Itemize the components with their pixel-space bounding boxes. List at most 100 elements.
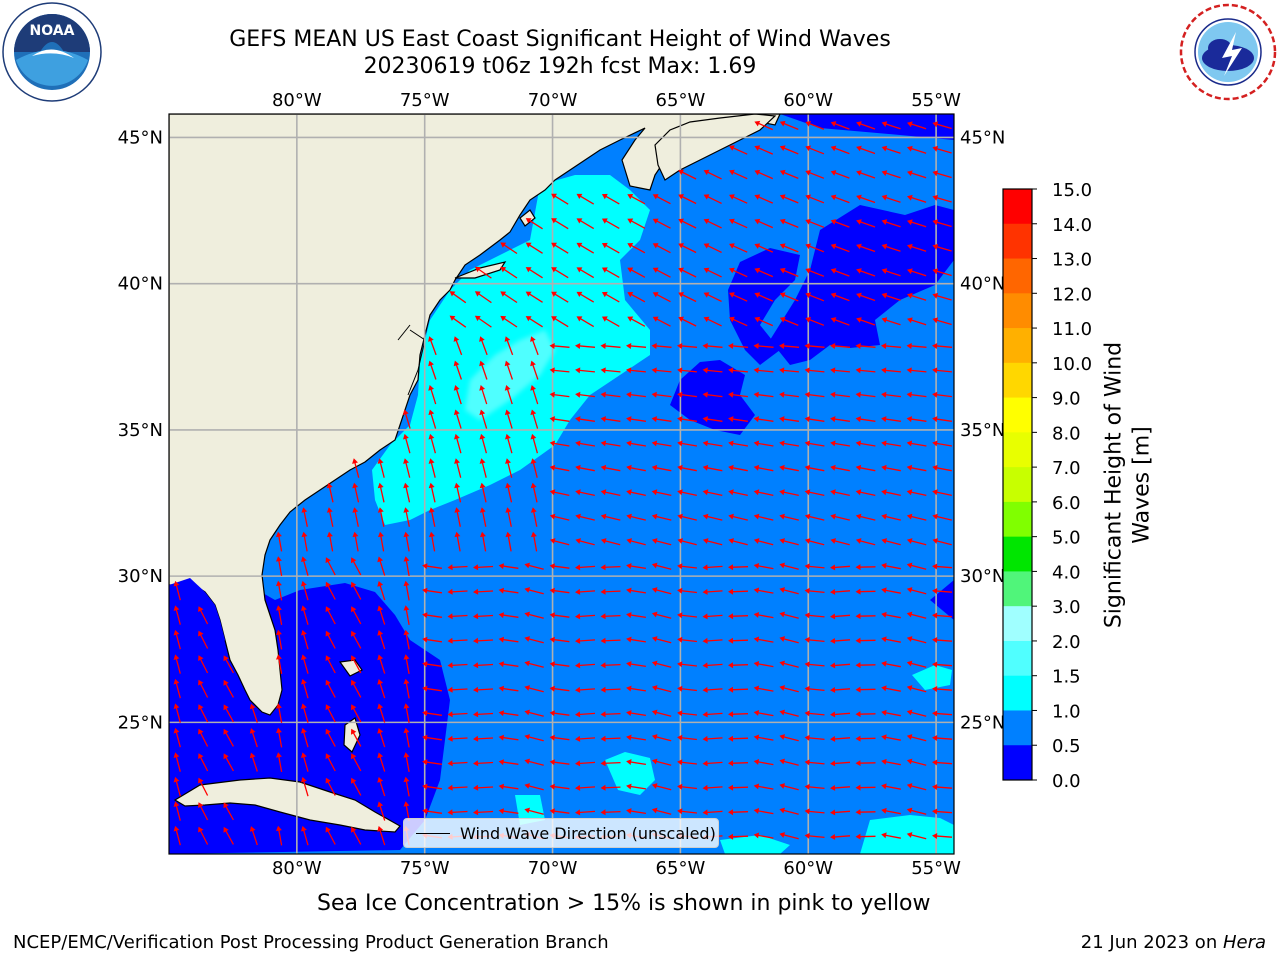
wave-arrow-shaft	[551, 761, 570, 765]
wave-arrow-shaft	[500, 810, 519, 814]
wave-arrow-head	[627, 194, 634, 200]
wave-arrow-head	[447, 760, 453, 767]
tick-label: 45°N	[960, 127, 1005, 148]
wave-arrow-head	[729, 267, 735, 274]
wave-arrow-head	[173, 629, 180, 636]
wave-arrow-head	[805, 268, 811, 274]
chart-title: GEFS MEAN US East Coast Significant Heig…	[229, 27, 891, 52]
wave-arrow-head	[549, 367, 555, 374]
wave-arrow-head	[428, 409, 435, 416]
wave-arrow-head	[575, 588, 581, 595]
wave-arrow-head	[830, 121, 837, 127]
wave-arrow-head	[830, 785, 836, 791]
tick-label: 35°N	[118, 420, 163, 441]
wave-arrow-shaft	[832, 146, 850, 155]
wave-arrow-head	[530, 507, 537, 513]
wave-arrow-head	[881, 709, 887, 716]
wave-arrow-head	[779, 169, 786, 176]
wave-arrow-shaft	[908, 711, 927, 717]
wave-arrow-head	[600, 513, 607, 520]
wave-arrow-head	[351, 728, 357, 735]
wave-arrow-head	[651, 489, 658, 496]
wave-arrow-shaft	[551, 736, 570, 741]
wave-arrow-head	[753, 563, 760, 569]
wave-arrow-head	[377, 482, 384, 489]
wave-arrow-head	[677, 759, 683, 766]
wave-arrow-head	[702, 416, 708, 423]
wave-arrow-head	[855, 588, 861, 595]
colorbar-tick-label: 6.0	[1052, 493, 1081, 514]
wave-arrow-head	[351, 630, 357, 637]
wave-arrow-head	[754, 243, 761, 249]
wave-arrow-shaft	[175, 778, 181, 797]
wave-arrow-head	[301, 654, 307, 660]
wave-arrow-shaft	[526, 662, 544, 668]
wave-arrow-shaft	[653, 369, 672, 373]
wave-arrow-shaft	[705, 244, 722, 253]
wave-arrow-head	[377, 703, 384, 710]
wave-arrow-head	[932, 121, 939, 128]
wave-arrow-head	[524, 709, 530, 716]
wave-arrow-head	[702, 613, 708, 620]
wave-arrow-head	[779, 267, 786, 274]
wave-arrow-head	[881, 562, 887, 569]
colorbar-tick-label: 2.0	[1052, 632, 1081, 653]
wave-arrow-shaft	[857, 220, 876, 228]
wave-arrow-shaft	[429, 411, 437, 429]
wave-arrow-head	[626, 587, 632, 594]
wave-arrow-head	[403, 605, 410, 611]
wave-arrow-head	[804, 734, 810, 741]
wave-arrow-shaft	[883, 613, 901, 619]
wave-arrow-head	[830, 317, 837, 323]
wave-arrow-head	[601, 291, 608, 298]
wave-arrow-head	[276, 703, 282, 709]
wave-arrow-shaft	[908, 784, 927, 791]
wave-arrow-head	[652, 316, 659, 322]
wave-arrow-head	[779, 660, 785, 667]
wave-arrow-head	[474, 266, 481, 273]
wave-arrow-head	[551, 267, 557, 273]
wave-arrow-shaft	[832, 244, 850, 253]
wave-arrow-shaft	[628, 418, 646, 422]
wave-arrow-head	[906, 832, 913, 838]
wave-arrow-head	[651, 611, 658, 618]
colorbar-swatch	[1003, 223, 1032, 260]
wave-arrow-head	[906, 440, 913, 447]
wave-arrow-head	[804, 343, 810, 349]
colorbar-swatch	[1003, 571, 1032, 607]
wave-arrow-head	[728, 513, 734, 520]
wave-arrow-head	[549, 783, 555, 790]
wave-arrow-head	[932, 637, 938, 643]
wave-arrow-head	[352, 458, 358, 464]
wave-arrow-head	[728, 538, 734, 544]
wave-arrow-head	[678, 218, 684, 224]
wave-arrow-head	[576, 291, 583, 297]
wave-arrow-head	[500, 266, 507, 273]
wave-arrow-head	[498, 563, 504, 570]
wave-arrow-head	[728, 784, 734, 791]
wave-arrow-shaft	[198, 681, 209, 698]
wave-arrow-shaft	[679, 810, 697, 814]
land	[169, 114, 781, 833]
wave-arrow-head	[524, 562, 530, 569]
wave-arrow-head	[531, 531, 537, 538]
wave-arrow-shaft	[934, 245, 952, 252]
wave-arrow-head	[881, 660, 887, 667]
wave-arrow-shaft	[908, 686, 927, 693]
wave-arrow-shaft	[500, 761, 519, 765]
wave-arrow-head	[830, 343, 836, 349]
wave-arrow-shaft	[832, 122, 850, 130]
wave-arrow-head	[377, 630, 384, 636]
wave-arrow-head	[351, 557, 357, 564]
wave-arrow-head	[754, 169, 761, 176]
wave-arrow-head	[830, 194, 837, 201]
wave-arrow-head	[428, 507, 435, 513]
wave-arrow-head	[403, 752, 410, 758]
wave-arrow-head	[651, 734, 658, 740]
wave-arrow-head	[804, 464, 811, 471]
wave-arrow-head	[830, 638, 836, 644]
wave-arrow-head	[403, 482, 410, 489]
wave-arrow-head	[728, 809, 734, 816]
wave-arrow-head	[351, 826, 357, 833]
wave-arrow-head	[779, 489, 785, 496]
